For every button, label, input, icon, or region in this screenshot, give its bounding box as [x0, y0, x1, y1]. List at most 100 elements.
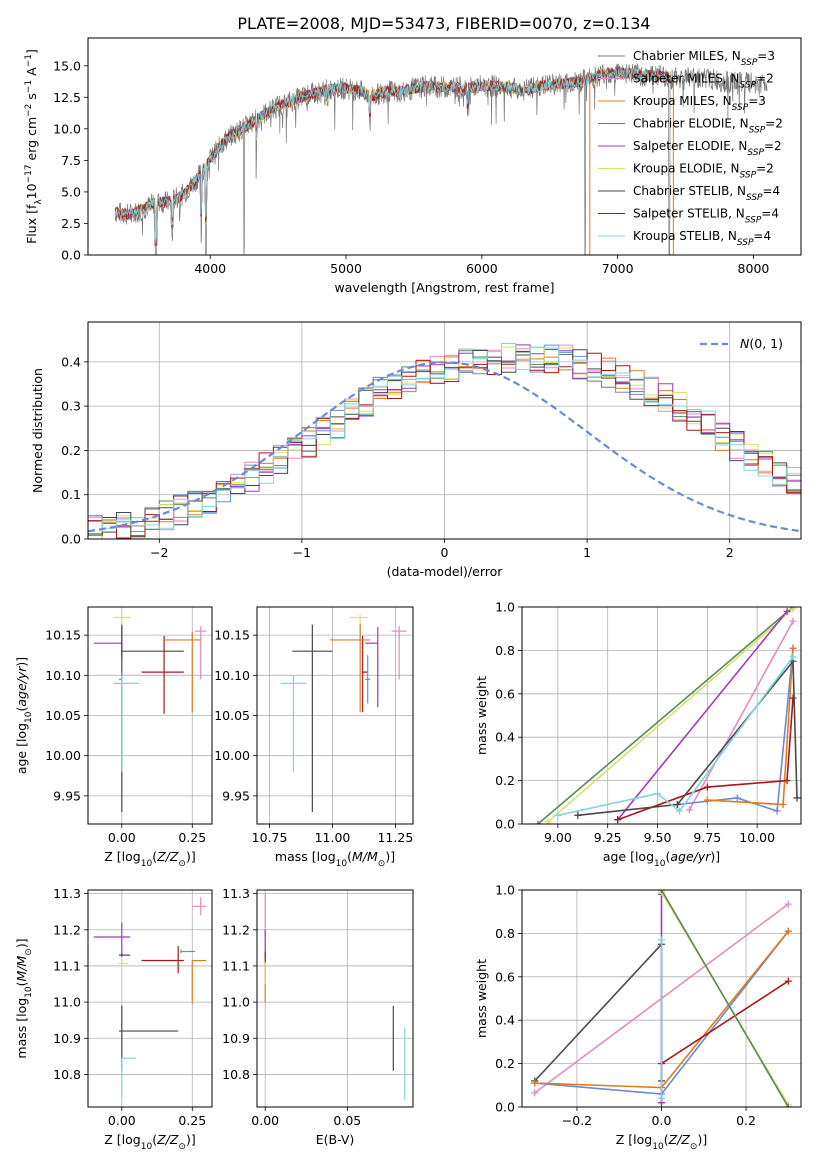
label-part: −1: [24, 80, 34, 93]
legend-entry: Kroupa MILES, NSSP=3: [633, 94, 766, 113]
label-part: 10: [652, 1142, 664, 1152]
figure-title: PLATE=2008, MJD=53473, FIBERID=0070, z=0…: [237, 14, 650, 33]
label-part: age [log: [603, 849, 654, 864]
spectrum-model-salpeter_stelib: [114, 66, 673, 247]
panel-spectrum: 4000 5000 6000 7000 8000 0.0 2.5 5.0 7.5 10.0 12.5…: [24, 37, 802, 295]
label-part: A: [24, 67, 39, 80]
series-marker: [789, 644, 797, 652]
label-part: λ: [34, 199, 44, 205]
series-marker: [531, 1079, 539, 1087]
series-marker: [658, 890, 665, 894]
y-tick-label: 10.9: [53, 1031, 81, 1046]
series-marker: [531, 1089, 539, 1097]
label-part: SSP: [747, 148, 764, 158]
label-part: Chabrier MILES, N: [633, 49, 741, 63]
series-line-chabrier_elodie: [660, 890, 789, 1107]
y-tick-label: 10.10: [45, 668, 81, 683]
legend-entry: Salpeter ELODIE, NSSP=2: [633, 139, 782, 158]
label-part: =4: [761, 207, 779, 221]
axes-frame: [256, 889, 414, 1108]
label-part: SSP: [737, 238, 754, 248]
label-part: 10: [336, 859, 348, 869]
axes-frame: [256, 606, 414, 825]
series-line-kroupa_stelib: [557, 656, 794, 817]
y-tick-label: 0.1: [61, 487, 81, 502]
x-tick-label: 11.25: [377, 830, 413, 845]
y-tick-label: 0.0: [61, 532, 81, 547]
label-part: Z/Z: [156, 1132, 179, 1147]
label-part: SSP: [745, 216, 762, 226]
series-marker: [784, 900, 792, 908]
series-marker: [685, 806, 693, 814]
label-part: (: [152, 849, 157, 864]
series-line-salpeter_miles: [688, 620, 794, 811]
label-part: SSP: [732, 103, 749, 113]
y-tick-label: 11.3: [53, 886, 81, 901]
legend-entry: Chabrier MILES, NSSP=3: [633, 49, 775, 68]
label-part: (: [14, 981, 29, 986]
label-part: 10: [654, 859, 666, 869]
histogram-step-kroupa_stelib: [88, 343, 801, 529]
plot-area: [264, 893, 406, 1100]
label-part: Z/Z: [156, 849, 179, 864]
label-part: )]: [697, 1132, 707, 1147]
x-tick-label: 6000: [466, 261, 498, 276]
x-tick-label: 7000: [602, 261, 634, 276]
y-tick-label: 1.0: [495, 883, 515, 898]
axes-frame: [87, 606, 213, 825]
residuals-legend: N(0, 1): [700, 336, 783, 351]
axes-frame: [521, 889, 802, 1108]
series-marker: [789, 694, 797, 702]
panel-age_vs_mass: 10.75 11.00 11.25 9.95 10.00 10.05 10.10 10.15 m…: [214, 606, 414, 869]
series-marker: [793, 794, 801, 802]
label-part: ⊙: [378, 859, 386, 869]
label-part: mass [log: [14, 998, 29, 1059]
x-tick-label: 0.00: [108, 830, 136, 845]
y-tick-label: 5.0: [61, 184, 81, 199]
x-tick-label: −2: [150, 545, 168, 560]
grid: [257, 890, 413, 1107]
label-part: mass [log: [275, 849, 336, 864]
y-tick-label: 9.95: [222, 788, 250, 803]
y-tick-label: 0.0: [495, 1100, 515, 1115]
label-part: )]: [186, 1132, 196, 1147]
label-part: =4: [763, 184, 781, 198]
x-tick-label: 0.00: [108, 1113, 136, 1128]
label-part: =3: [757, 49, 775, 63]
series-marker: [784, 1103, 792, 1107]
series-marker: [534, 820, 542, 824]
label-part: age/yr: [670, 849, 711, 864]
label-part: Chabrier STELIB, N: [633, 184, 746, 198]
y-tick-label: 10.0: [53, 121, 81, 136]
y-tick-label: 10.00: [214, 748, 250, 763]
label-part: Chabrier ELODIE, N: [633, 117, 749, 131]
x-tick-label: 4000: [194, 261, 226, 276]
x-tick-label: 9.75: [693, 830, 721, 845]
label-part: Z/Z: [668, 1132, 691, 1147]
y-tick-label: 9.95: [53, 788, 81, 803]
legend-entry: Salpeter STELIB, NSSP=4: [633, 207, 779, 226]
label-part: (: [347, 849, 352, 864]
label-part: Z [log: [104, 1132, 140, 1147]
y-tick-label: 0.4: [495, 1013, 515, 1028]
label-part: Z [log: [616, 1132, 652, 1147]
legend-entry: Chabrier ELODIE, NSSP=2: [633, 117, 783, 136]
series-marker: [773, 807, 781, 815]
legend-entry: N(0, 1): [740, 336, 783, 351]
label-part: Kroupa ELODIE, N: [633, 162, 740, 176]
legend-entry: Kroupa STELIB, NSSP=4: [633, 229, 771, 248]
y-tick-label: 10.00: [45, 748, 81, 763]
axes-frame: [87, 321, 802, 540]
y-tick-label: 10.9: [222, 1031, 250, 1046]
label-part: =2: [756, 162, 774, 176]
label-part: ⊙: [178, 859, 186, 869]
y-tick-label: 11.0: [53, 995, 81, 1010]
spectrum-model-kroupa_stelib: [114, 67, 673, 244]
grid: [88, 890, 212, 1107]
x-tick-label: −1: [293, 545, 311, 560]
age_vs_Z-x-label: Z [log10(Z/Z⊙)]: [104, 849, 195, 869]
